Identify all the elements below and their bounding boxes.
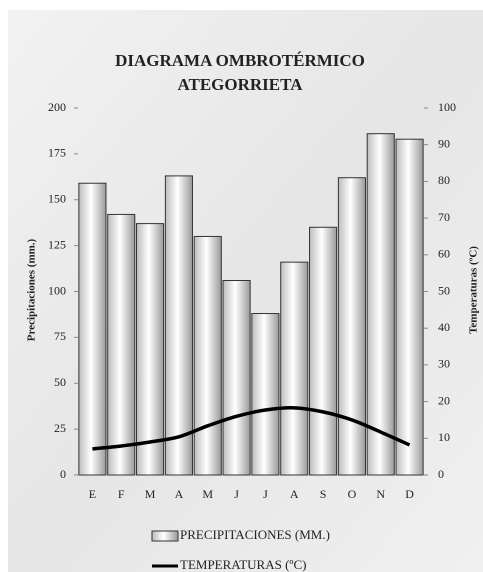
bar (107, 213, 136, 476)
x-tick-label: J (263, 487, 268, 501)
y2-tick-label: 90 (438, 136, 450, 150)
y2-tick-label: 40 (438, 320, 450, 334)
y2-tick-label: 60 (438, 247, 450, 261)
legend-label: PRECIPITACIONES (MM.) (180, 527, 330, 542)
y2-tick-label: 10 (438, 430, 450, 444)
y2-tick-label: 80 (438, 173, 450, 187)
bar (136, 223, 165, 476)
y-axis-label: Precipitaciones (mm.) (26, 238, 38, 341)
y-tick-label: 0 (60, 467, 66, 481)
y2-tick-label: 100 (438, 100, 456, 114)
y-tick-label: 125 (48, 237, 66, 251)
y2-tick-label: 50 (438, 283, 450, 297)
y2-axis-label: Temperaturas (ºC) (468, 246, 480, 334)
bar (251, 313, 280, 476)
x-tick-label: M (145, 487, 156, 501)
x-tick-label: O (348, 487, 357, 501)
x-tick-label: A (290, 487, 299, 501)
x-tick-label: F (118, 487, 125, 501)
bar (395, 138, 424, 476)
y2-tick-label: 20 (438, 393, 450, 407)
x-tick-label: N (376, 487, 385, 501)
bar (337, 177, 366, 476)
legend-label: TEMPERATURAS (ºC) (180, 557, 306, 572)
y2-tick-label: 0 (438, 467, 444, 481)
x-tick-label: A (175, 487, 184, 501)
x-tick-label: M (202, 487, 213, 501)
bar (366, 133, 395, 476)
bar (222, 279, 251, 476)
bar (164, 175, 193, 476)
bar (309, 226, 338, 476)
y-tick-label: 100 (48, 283, 66, 297)
chart-subtitle: ATEGORRIETA (177, 75, 303, 94)
y2-tick-label: 30 (438, 357, 450, 371)
bar (78, 182, 107, 476)
x-tick-label: S (320, 487, 327, 501)
legend-swatch (151, 530, 179, 542)
x-tick-label: E (89, 487, 96, 501)
y-tick-label: 150 (48, 192, 66, 206)
y-tick-label: 25 (54, 421, 66, 435)
y-tick-label: 75 (54, 329, 66, 343)
bar (280, 261, 309, 476)
y-tick-label: 50 (54, 375, 66, 389)
temperature-line (92, 406, 411, 451)
bar (193, 235, 222, 476)
x-tick-label: D (405, 487, 414, 501)
y-tick-label: 200 (48, 100, 66, 114)
y-tick-label: 175 (48, 146, 66, 160)
x-tick-label: J (234, 487, 239, 501)
chart-title: DIAGRAMA OMBROTÉRMICO (115, 51, 365, 70)
y2-tick-label: 70 (438, 210, 450, 224)
